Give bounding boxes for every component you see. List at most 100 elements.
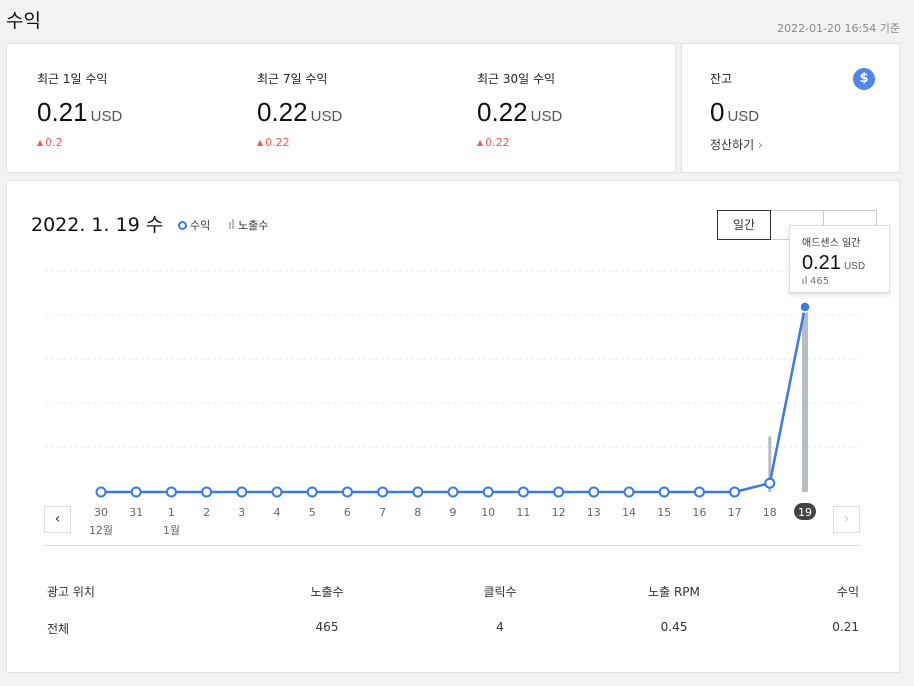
legend-impressions[interactable]: 노출수 — [229, 217, 268, 233]
balance-card: 잔고 0 USD 정산하기 › $ — [681, 43, 900, 173]
table-header: 노출 RPM — [648, 585, 700, 599]
x-tick-label: 31 — [129, 506, 143, 519]
x-tick-label: 30 — [94, 506, 108, 519]
revenue-chart-card: 2022. 1. 19 수 수익 노출수 일간 30 31 1 2 3 4 5 6 7 8 9 10 1… — [6, 180, 900, 673]
tooltip-unit: USD — [843, 261, 866, 272]
updated-timestamp: 2022-01-20 16:54 기준 — [777, 22, 900, 35]
stat-value: 0.22 — [257, 97, 308, 127]
bar-icon — [802, 279, 804, 284]
page-title: 수익 — [6, 10, 41, 32]
x-tick-label: 7 — [379, 506, 386, 519]
data-point — [447, 486, 459, 498]
data-point — [201, 486, 213, 498]
x-tick-label: 14 — [622, 506, 636, 519]
bar-icon — [232, 219, 234, 229]
bar-icon — [229, 222, 231, 229]
tooltip-value: 0.21 — [802, 252, 841, 274]
data-point — [377, 486, 389, 498]
x-tick-label: 2 — [203, 506, 210, 519]
data-point — [412, 486, 424, 498]
x-tick-label: 11 — [516, 506, 530, 519]
data-point — [729, 486, 741, 498]
legend-revenue[interactable]: 수익 — [178, 217, 210, 233]
x-tick-label: 15 — [657, 506, 671, 519]
x-tick-label: 4 — [274, 506, 281, 519]
stat-delta: 0.22 — [265, 136, 290, 149]
table-cell: 465 — [315, 620, 339, 634]
x-tick-label: 12 — [552, 506, 566, 519]
data-point — [693, 486, 705, 498]
x-tick-label: 18 — [763, 506, 777, 519]
data-point — [130, 486, 142, 498]
table-cell: 4 — [496, 620, 504, 634]
data-point — [341, 486, 353, 498]
x-tick-label: 5 — [309, 506, 316, 519]
data-point — [236, 486, 248, 498]
chevron-right-icon: › — [843, 511, 850, 527]
month-label: 1월 — [163, 524, 180, 537]
data-point — [482, 486, 494, 498]
table-header: 수익 — [836, 585, 859, 599]
table-cell: 0.21 — [832, 620, 859, 634]
revenue-line — [101, 306, 807, 494]
impression-bar — [768, 436, 772, 492]
chart-date: 2022. 1. 19 수 — [31, 214, 164, 236]
period-daily-button[interactable]: 일간 — [717, 210, 771, 240]
stat-unit: USD — [530, 108, 563, 125]
stat-unit: USD — [90, 108, 123, 125]
stat-label: 최근 30일 수익 — [477, 72, 556, 86]
stat-delta: 0.2 — [45, 136, 63, 149]
selected-date-badge — [794, 503, 816, 520]
table-header: 노출수 — [310, 585, 344, 599]
up-triangle-icon: ▲ — [477, 138, 484, 147]
data-point — [306, 486, 318, 498]
x-tick-label-selected: 19 — [798, 506, 812, 519]
stat-1day: 최근 1일 수익 0.21 USD ▲ 0.2 — [37, 70, 122, 149]
tooltip-title: 애드센스 일간 — [802, 238, 861, 249]
stat-label: 최근 1일 수익 — [37, 72, 108, 86]
table-header: 광고 위치 — [47, 585, 95, 599]
table-header: 클릭수 — [483, 585, 517, 599]
x-tick-label: 9 — [450, 506, 457, 519]
data-point — [165, 486, 177, 498]
chart-prev-button[interactable]: ‹ — [44, 506, 71, 533]
data-point — [764, 477, 776, 489]
stat-value: 0.21 — [37, 97, 88, 127]
stat-delta: 0.22 — [485, 136, 510, 149]
stat-label: 최근 7일 수익 — [257, 72, 328, 86]
bar-icon — [805, 276, 807, 284]
x-tick-label: 17 — [728, 506, 742, 519]
table-cell: 0.45 — [660, 620, 688, 634]
x-tick-label: 6 — [344, 506, 351, 519]
data-point — [95, 486, 107, 498]
balance-value: 0 — [710, 97, 725, 127]
data-point — [517, 486, 529, 498]
balance-block: 잔고 0 USD 정산하기 › — [710, 70, 763, 153]
chevron-right-icon: › — [758, 138, 763, 152]
revenue-summary-card: 최근 1일 수익 0.21 USD ▲ 0.2 최근 7일 수익 0.22 USD ▲… — [6, 43, 676, 173]
chevron-left-icon: ‹ — [54, 511, 61, 527]
chart-next-button[interactable]: › — [833, 506, 860, 533]
up-triangle-icon: ▲ — [37, 138, 44, 147]
dollar-icon: $ — [853, 68, 875, 90]
x-tick-label: 13 — [587, 506, 601, 519]
settle-link[interactable]: 정산하기 › — [710, 138, 763, 152]
table-cell: 전체 — [47, 622, 70, 636]
x-tick-label: 10 — [481, 506, 495, 519]
data-point — [271, 486, 283, 498]
impression-bar — [802, 307, 808, 492]
chart-tooltip: 애드센스 일간 0.21 USD 465 — [789, 225, 890, 293]
month-label: 12월 — [89, 524, 113, 537]
stat-value: 0.22 — [477, 97, 528, 127]
circle-icon — [178, 221, 187, 230]
tooltip-impressions: 465 — [810, 276, 830, 287]
balance-unit: USD — [727, 108, 760, 125]
data-point — [588, 486, 600, 498]
balance-label: 잔고 — [710, 72, 733, 86]
data-point-selected — [799, 301, 811, 313]
stat-30day: 최근 30일 수익 0.22 USD ▲ 0.22 — [477, 70, 562, 149]
x-tick-label: 8 — [414, 506, 421, 519]
stat-unit: USD — [310, 108, 343, 125]
data-point — [658, 486, 670, 498]
